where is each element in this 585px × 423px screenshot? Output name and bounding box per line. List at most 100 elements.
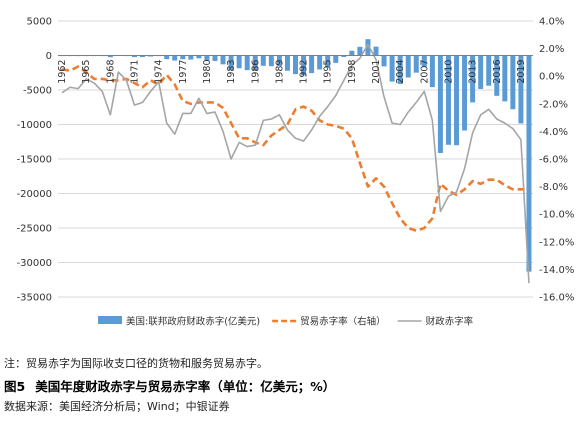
bar <box>389 55 395 82</box>
bar <box>502 55 508 102</box>
bar <box>212 55 218 61</box>
bar <box>341 55 347 58</box>
bar <box>518 55 524 124</box>
x-tick-label: 1968 <box>105 59 116 83</box>
figure-title-text: 美国年度财政赤字与贸易赤字率（单位：亿美元；%） <box>35 379 336 394</box>
bar <box>301 55 307 76</box>
left-axis: 5000 0 -5000 -10000 -15000 -20000 -25000 -30000… <box>17 17 52 304</box>
bar <box>260 55 266 66</box>
right-tick-label: 2.0% <box>539 44 564 55</box>
bar <box>381 55 387 67</box>
right-tick-label: 0.0% <box>539 72 564 83</box>
bar <box>429 55 435 88</box>
bar <box>454 55 460 146</box>
left-tick-label: 0 <box>46 51 52 62</box>
bar <box>276 55 282 67</box>
right-tick-label: -8.0% <box>539 182 568 193</box>
bar <box>180 55 186 60</box>
right-axis: 4.0% 2.0% 0.0% -2.0% -4.0% -6.0% -8.0% -10.0% -1… <box>539 17 574 304</box>
lines <box>61 43 530 284</box>
x-tick-label: 2013 <box>468 60 479 84</box>
bar <box>365 39 371 56</box>
bar <box>204 55 210 61</box>
left-tick-label: -25000 <box>17 224 52 235</box>
bar <box>188 55 194 60</box>
bar <box>309 55 315 74</box>
right-tick-label: -2.0% <box>539 99 568 110</box>
x-tick-label: 2016 <box>492 59 503 83</box>
x-tick-label: 2019 <box>516 59 527 83</box>
bar <box>317 55 323 70</box>
bar <box>349 50 355 56</box>
legend-label: 财政赤字率 <box>426 316 474 328</box>
left-tick-label: -20000 <box>17 189 52 200</box>
legend: 美国:联邦政府财政赤字(亿美元) 贸易赤字率（右轴） 财政赤字率 <box>98 316 474 328</box>
chart: 5000 0 -5000 -10000 -15000 -20000 -25000 -30000… <box>17 17 575 328</box>
bar <box>325 55 331 67</box>
bar <box>131 55 137 58</box>
right-tick-label: -6.0% <box>539 155 568 166</box>
chart-note: 注：贸易赤字为国际收支口径的货物和服务贸易赤字。 <box>4 357 268 370</box>
bar <box>140 55 146 58</box>
figure-number: 图5 <box>4 379 26 394</box>
legend-swatch-bar <box>98 316 122 324</box>
bar <box>244 55 250 71</box>
x-tick-label: 2010 <box>443 60 454 84</box>
left-tick-label: -10000 <box>17 120 52 131</box>
legend-label: 贸易赤字率（右轴） <box>300 316 386 328</box>
bar <box>220 55 226 65</box>
x-tick-label: 1989 <box>274 60 285 84</box>
fiscal-deficit-ratio-line <box>61 43 530 284</box>
bar <box>421 55 427 67</box>
data-source: 数据来源：美国经济分析局；Wind；中银证券 <box>4 400 230 413</box>
bar <box>196 55 202 59</box>
bar <box>284 55 290 71</box>
x-tick-label: 1965 <box>81 60 92 84</box>
bar <box>164 55 170 60</box>
right-tick-label: -4.0% <box>539 127 568 138</box>
x-tick-label: 1974 <box>154 60 165 84</box>
bar <box>437 55 443 153</box>
bar <box>397 55 403 84</box>
left-tick-label: -30000 <box>17 258 52 269</box>
right-tick-label: -14.0% <box>539 265 574 276</box>
figure-title: 图5 美国年度财政赤字与贸易赤字率（单位：亿美元；%） <box>4 376 335 395</box>
right-tick-label: -16.0% <box>539 293 574 304</box>
x-tick-label: 1962 <box>57 60 68 84</box>
bar <box>293 55 298 75</box>
bar <box>236 55 242 69</box>
bar <box>486 55 492 86</box>
x-tick-label: 1977 <box>178 60 189 84</box>
bar <box>172 55 178 61</box>
left-tick-label: -15000 <box>17 155 52 166</box>
x-tick-label: 1986 <box>250 60 261 84</box>
x-tick-label: 1998 <box>347 60 358 84</box>
x-tick-label: 1971 <box>129 59 140 83</box>
bar <box>445 55 451 145</box>
x-tick-label: 2001 <box>371 60 382 84</box>
bar <box>252 55 258 71</box>
x-tick-label: 1983 <box>226 59 237 83</box>
x-tick-label: 1992 <box>299 59 310 83</box>
x-tick-label: 1980 <box>202 59 213 83</box>
left-tick-label: -5000 <box>23 86 52 97</box>
bar <box>462 55 468 131</box>
x-tick-label: 2004 <box>395 59 406 83</box>
bar <box>494 55 500 96</box>
x-tick-label: 1995 <box>323 59 334 83</box>
x-tick-label: 2007 <box>419 59 430 83</box>
bar <box>268 55 274 67</box>
x-axis: 1962 1965 1968 1971 1974 1977 1980 1983 1986 1989… <box>57 55 533 84</box>
bar <box>405 55 411 78</box>
bar <box>107 55 113 58</box>
bar <box>413 55 419 73</box>
bar <box>228 55 234 70</box>
bar <box>357 46 363 56</box>
bar <box>333 55 339 63</box>
right-tick-label: 4.0% <box>539 17 564 28</box>
bar <box>373 46 379 56</box>
left-tick-label: 5000 <box>27 17 52 28</box>
bar <box>148 55 154 57</box>
trade-deficit-ratio-line <box>61 65 529 233</box>
bars <box>59 39 532 272</box>
